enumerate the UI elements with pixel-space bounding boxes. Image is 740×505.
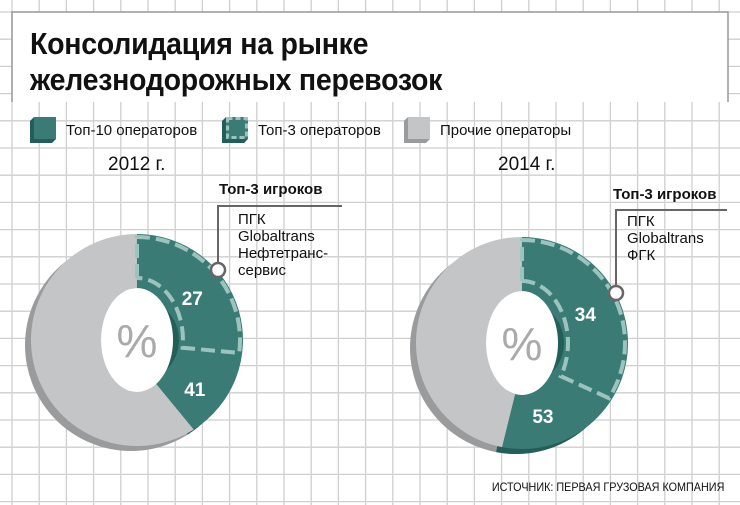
slice-top10 (502, 237, 629, 449)
top3-dashed-outline (520, 237, 627, 401)
callout-line (615, 209, 727, 285)
percent-sign: % (117, 315, 158, 367)
callout-title-2014: Топ-3 игроков (613, 186, 717, 203)
callout-line (217, 205, 342, 262)
source-note: ИСТОЧНИК: ПЕРВАЯ ГРУЗОВАЯ КОМПАНИЯ (491, 480, 724, 494)
legend-swatch-solid (30, 117, 56, 143)
callout-item: Нефтетранс- (238, 245, 329, 262)
legend-swatch-dashed (222, 117, 248, 143)
year-label-2012: 2012 г. (108, 154, 166, 175)
top3-dashed-outline (135, 234, 242, 356)
label-top3: 27 (182, 289, 203, 310)
callout-item: ФГК (627, 247, 656, 264)
legend-label: Топ-10 операторов (66, 121, 198, 139)
label-top10: 41 (184, 380, 206, 401)
legend-item-others: Прочие операторы (404, 117, 571, 143)
slice-others (30, 234, 194, 446)
callout-marker (209, 261, 227, 279)
callout-list-2014: ПГК Globaltrans ФГК (627, 213, 704, 264)
label-top3: 34 (575, 305, 597, 326)
legend-label: Прочие операторы (440, 121, 572, 139)
callout-list-2012: ПГК Globaltrans Нефтетранс- сервис (238, 211, 328, 279)
callout-item: Globaltrans (238, 228, 315, 245)
chart-title: Консолидация на рынке железнодорожных пе… (30, 26, 442, 98)
donut-hole (486, 291, 558, 395)
callout-marker (607, 284, 625, 302)
slice-others (415, 237, 522, 448)
legend-item-top10: Топ-10 операторов (30, 117, 197, 143)
title-frame (11, 11, 729, 102)
callout-title-2012: Топ-3 игроков (219, 181, 323, 198)
callout-item: ПГК (238, 211, 266, 228)
callout-item: ПГК (627, 213, 655, 230)
label-top10: 53 (532, 407, 553, 428)
percent-sign: % (502, 318, 543, 370)
legend-label: Топ-3 операторов (258, 121, 381, 139)
legend-item-top3: Топ-3 операторов (222, 117, 381, 143)
slice-top10 (137, 234, 243, 430)
title-line: железнодорожных перевозок (30, 62, 443, 97)
legend-swatch-gray (404, 117, 430, 143)
donut-hole (101, 288, 173, 392)
callout-item: сервис (238, 262, 287, 279)
year-label-2014: 2014 г. (498, 154, 556, 175)
callout-item: Globaltrans (627, 230, 704, 247)
title-line: Консолидация на рынке (30, 26, 369, 61)
